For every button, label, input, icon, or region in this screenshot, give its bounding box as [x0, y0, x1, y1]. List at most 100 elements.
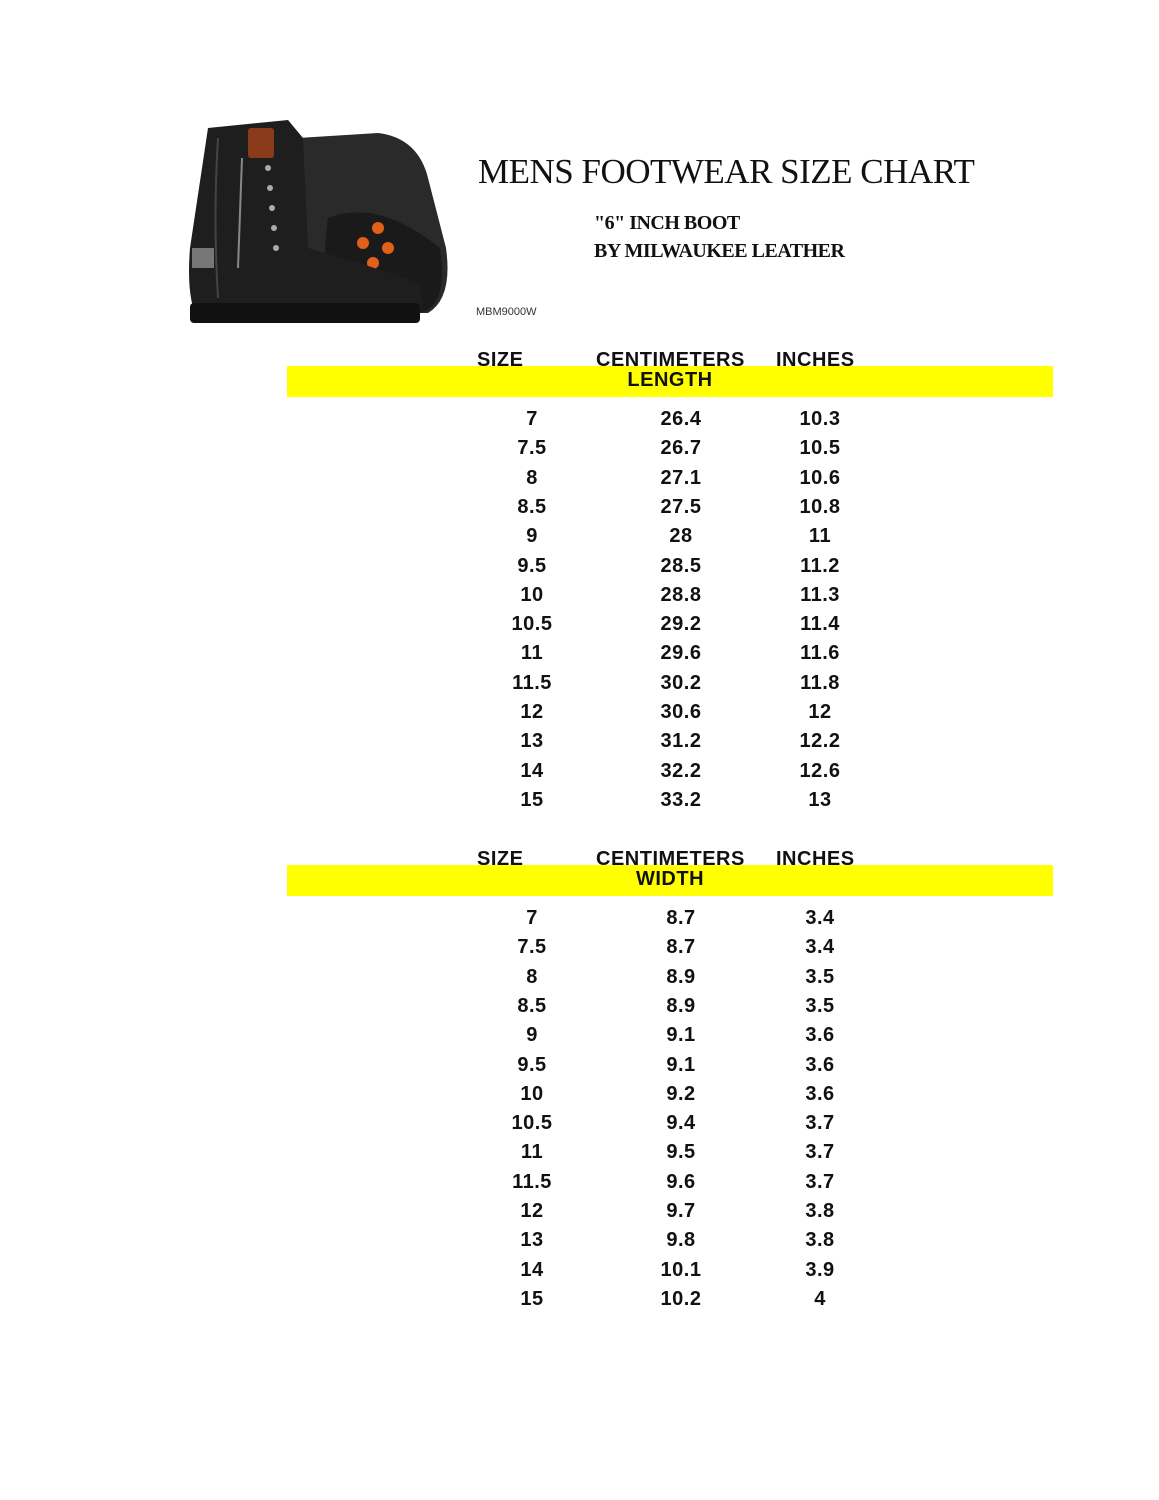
table-row: 10.5 29.2 11.4: [0, 613, 1159, 642]
cell-size: 7.5: [517, 437, 547, 460]
cell-in: 13: [808, 788, 832, 811]
table-row: 12 9.7 3.8: [0, 1200, 1159, 1229]
cell-cm: 28.8: [660, 583, 702, 606]
cell-in: 10.6: [799, 466, 841, 489]
cell-size: 11: [520, 1141, 544, 1164]
cell-cm: 31.2: [660, 730, 702, 753]
table-row: 13 9.8 3.8: [0, 1229, 1159, 1258]
cell-cm: 9.6: [666, 1170, 696, 1193]
cell-in: 11.4: [800, 613, 840, 636]
cell-size: 7: [526, 907, 538, 929]
cell-in: 3.6: [805, 1053, 835, 1076]
cell-in: 11.8: [800, 671, 840, 694]
cell-in: 10.3: [799, 408, 841, 430]
table-row: 10 9.2 3.6: [0, 1083, 1159, 1112]
table-row: 11.5 30.2 11.8: [0, 672, 1159, 701]
cell-in: 3.8: [805, 1200, 835, 1222]
cell-in: 3.4: [805, 907, 835, 929]
cell-in: 10.8: [799, 495, 841, 518]
cell-cm: 10.1: [660, 1258, 702, 1281]
table-row: 14 10.1 3.9: [0, 1259, 1159, 1288]
cell-in: 12: [808, 701, 832, 723]
cell-in: 11: [808, 525, 832, 548]
cell-size: 9: [526, 1024, 538, 1047]
cell-cm: 28.5: [660, 554, 702, 577]
cell-cm: 33.2: [660, 788, 702, 811]
cell-size: 11: [520, 642, 544, 665]
cell-cm: 30.2: [660, 671, 702, 694]
cell-cm: 26.7: [660, 437, 702, 460]
cell-size: 8.5: [517, 495, 547, 518]
cell-cm: 8.7: [666, 907, 696, 929]
cell-size: 14: [520, 759, 544, 782]
cell-in: 3.7: [805, 1112, 835, 1135]
cell-size: 7.5: [517, 936, 547, 959]
cell-in: 11.6: [800, 642, 840, 665]
cell-cm: 9.7: [666, 1200, 696, 1222]
cell-cm: 9.5: [666, 1141, 696, 1164]
cell-cm: 8.9: [666, 994, 696, 1017]
header-inches: INCHES: [776, 848, 855, 870]
table-row: 13 31.2 12.2: [0, 730, 1159, 759]
table-row: 7 8.7 3.4: [0, 907, 1159, 936]
table-row: 8 27.1 10.6: [0, 467, 1159, 496]
cell-in: 3.6: [805, 1024, 835, 1047]
cell-in: 10.5: [799, 437, 841, 460]
cell-in: 3.4: [805, 936, 835, 959]
cell-size: 10.5: [511, 1112, 553, 1135]
cell-in: 3.7: [805, 1141, 835, 1164]
table-row: 14 32.2 12.6: [0, 760, 1159, 789]
cell-size: 9.5: [517, 554, 547, 577]
cell-cm: 26.4: [660, 408, 702, 430]
table-row: 9 28 11: [0, 525, 1159, 554]
cell-size: 8: [526, 965, 538, 988]
cell-in: 3.5: [805, 965, 835, 988]
cell-size: 15: [520, 1287, 544, 1310]
cell-cm: 9.4: [666, 1112, 696, 1135]
table-row: 8.5 8.9 3.5: [0, 995, 1159, 1024]
cell-cm: 10.2: [660, 1287, 702, 1310]
cell-in: 3.7: [805, 1170, 835, 1193]
table-row: 12 30.6 12: [0, 701, 1159, 730]
header-size: SIZE: [477, 349, 524, 371]
table-row: 9.5 28.5 11.2: [0, 555, 1159, 584]
cell-in: 3.9: [805, 1258, 835, 1281]
page-title: MENS FOOTWEAR SIZE CHART: [478, 152, 975, 191]
product-code: MBM9000W: [476, 306, 537, 318]
cell-size: 13: [520, 1229, 544, 1252]
cell-cm: 29.6: [660, 642, 702, 665]
header-centimeters: CENTIMETERS: [596, 349, 745, 371]
cell-size: 14: [520, 1258, 544, 1281]
cell-cm: 8.9: [666, 965, 696, 988]
table-row: 10 28.8 11.3: [0, 584, 1159, 613]
table-row: 10.5 9.4 3.7: [0, 1112, 1159, 1141]
cell-in: 4: [814, 1287, 826, 1310]
cell-size: 15: [520, 788, 544, 811]
cell-cm: 28: [669, 525, 693, 548]
cell-size: 11.5: [512, 671, 552, 694]
cell-size: 8: [526, 466, 538, 489]
cell-cm: 29.2: [660, 613, 702, 636]
cell-cm: 9.1: [666, 1053, 696, 1076]
cell-in: 3.6: [805, 1082, 835, 1105]
cell-cm: 30.6: [660, 701, 702, 723]
cell-in: 11.2: [800, 554, 840, 577]
section-band-length: LENGTH: [287, 366, 1053, 397]
table-row: 11 29.6 11.6: [0, 642, 1159, 671]
cell-in: 12.2: [799, 730, 841, 753]
table-row: 9 9.1 3.6: [0, 1024, 1159, 1053]
table-row: 7 26.4 10.3: [0, 408, 1159, 437]
cell-in: 3.5: [805, 994, 835, 1017]
cell-cm: 27.1: [660, 466, 702, 489]
subtitle-brand: BY MILWAUKEE LEATHER: [594, 240, 845, 262]
header-centimeters: CENTIMETERS: [596, 848, 745, 870]
cell-cm: 27.5: [660, 495, 702, 518]
section-band-width: WIDTH: [287, 865, 1053, 896]
cell-size: 7: [526, 408, 538, 430]
cell-cm: 32.2: [660, 759, 702, 782]
cell-size: 8.5: [517, 994, 547, 1017]
table-row: 8 8.9 3.5: [0, 966, 1159, 995]
cell-size: 10.5: [511, 613, 553, 636]
cell-size: 9: [526, 525, 538, 548]
table-row: 15 10.2 4: [0, 1288, 1159, 1317]
